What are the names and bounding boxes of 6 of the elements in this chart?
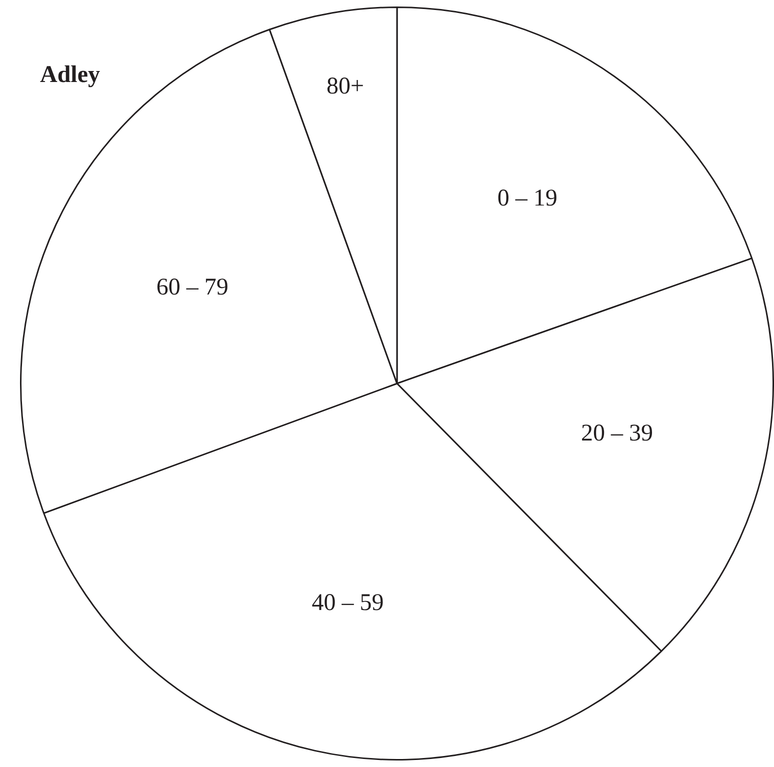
text: Adley: [40, 62, 100, 89]
slice-label: 80+: [326, 73, 364, 100]
slice-label: 60 – 79: [156, 274, 228, 300]
slice-label: 40 – 59: [312, 590, 384, 616]
slice-label: 0 – 19: [497, 186, 558, 212]
slice-label: 20 – 39: [581, 420, 653, 446]
